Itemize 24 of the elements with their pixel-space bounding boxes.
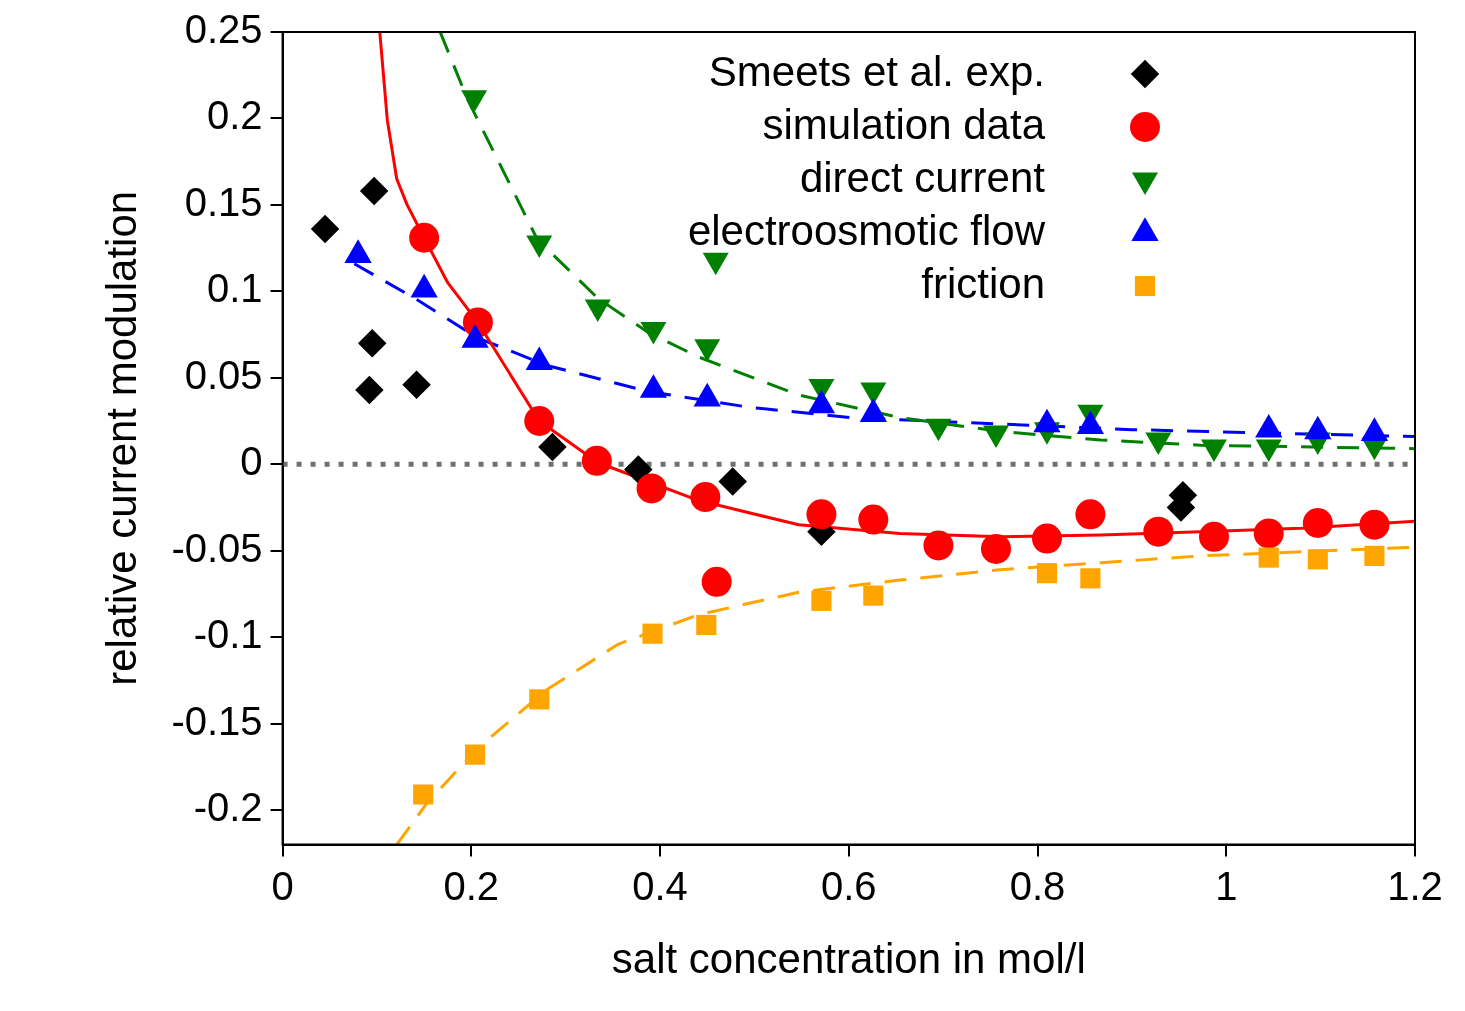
legend-label: friction bbox=[921, 259, 1045, 307]
legend-label: Smeets et al. exp. bbox=[708, 47, 1045, 95]
y-axis-title: relative current modulation bbox=[97, 190, 145, 686]
legend-label: simulation data bbox=[762, 100, 1046, 148]
x-tick-label: 0 bbox=[271, 863, 294, 908]
y-tick-label: 0.25 bbox=[184, 7, 263, 52]
y-tick-label: 0.05 bbox=[184, 352, 263, 397]
y-tick-label: -0.1 bbox=[193, 612, 263, 657]
y-tick-label: 0.15 bbox=[184, 179, 263, 224]
legend-label: electroosmotic flow bbox=[687, 206, 1046, 254]
x-tick-label: 1.2 bbox=[1387, 863, 1443, 908]
x-tick-label: 0.4 bbox=[632, 863, 688, 908]
y-tick-label: 0.1 bbox=[206, 266, 263, 311]
x-tick-label: 0.8 bbox=[1009, 863, 1066, 908]
y-tick-label: 0 bbox=[240, 439, 263, 484]
x-tick-label: 0.6 bbox=[820, 863, 877, 908]
x-axis-title: salt concentration in mol/l bbox=[611, 935, 1086, 983]
y-tick-label: -0.15 bbox=[171, 698, 263, 743]
x-tick-label: 1 bbox=[1215, 863, 1238, 908]
y-tick-label: 0.2 bbox=[206, 93, 263, 138]
y-tick-label: -0.05 bbox=[171, 525, 263, 570]
x-tick-label: 0.2 bbox=[443, 863, 500, 908]
legend-label: direct current bbox=[799, 153, 1046, 201]
y-tick-label: -0.2 bbox=[193, 785, 263, 830]
